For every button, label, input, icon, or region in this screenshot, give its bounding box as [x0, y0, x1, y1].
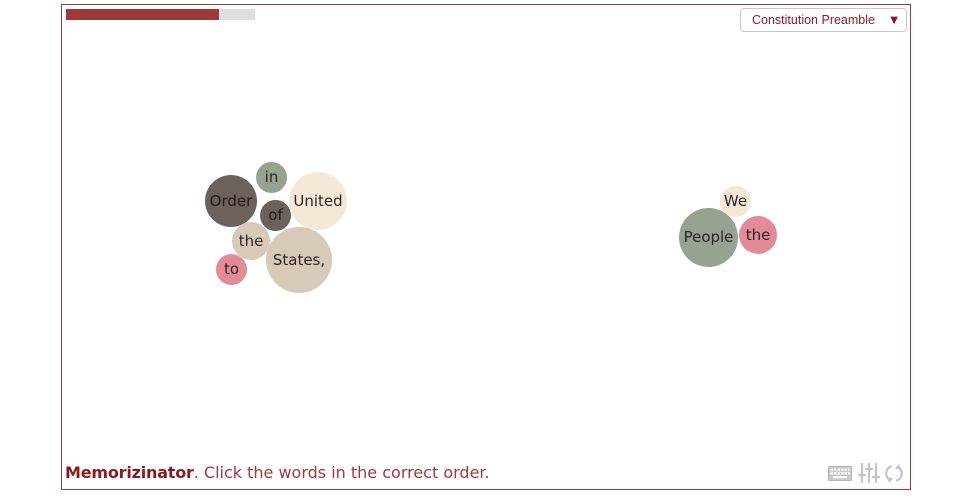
word-bubble-label: in	[264, 168, 279, 186]
word-bubble[interactable]: to	[216, 254, 247, 285]
app-brand: Memorizinator	[65, 463, 194, 482]
word-bubble[interactable]: Order	[205, 175, 257, 227]
word-bubble[interactable]: of	[260, 200, 291, 231]
keyboard-icon[interactable]	[828, 466, 852, 481]
word-bubble-label: People	[683, 228, 734, 246]
instruction-message: . Click the words in the correct order.	[193, 463, 490, 482]
text-select-value: Constitution Preamble	[752, 13, 875, 27]
word-bubble[interactable]: the	[232, 222, 270, 260]
instruction-text: Memorizinator. Click the words in the co…	[65, 463, 490, 482]
word-bubble-label: Order	[209, 191, 253, 210]
word-bubble-label: States,	[272, 250, 326, 269]
word-bubble[interactable]: People	[679, 208, 738, 267]
memorizer-canvas	[61, 4, 911, 490]
word-bubble-label: the	[745, 225, 771, 244]
word-bubble-label: of	[268, 206, 283, 224]
word-bubble[interactable]: States,	[266, 227, 332, 293]
word-bubble-label: United	[293, 191, 343, 210]
word-bubble-label: to	[223, 260, 240, 278]
word-bubble[interactable]: United	[289, 172, 347, 230]
progress-bar	[66, 9, 255, 20]
word-bubble-label: the	[238, 231, 264, 250]
word-bubble-label: We	[723, 192, 748, 210]
progress-bar-fill	[66, 9, 220, 20]
settings-sliders-icon[interactable]	[857, 462, 881, 484]
word-bubble[interactable]: the	[739, 216, 777, 254]
reset-icon[interactable]	[884, 463, 904, 484]
text-select-dropdown[interactable]: Constitution Preamble ▼	[740, 8, 907, 32]
word-bubble[interactable]: We	[720, 186, 751, 217]
chevron-down-icon: ▼	[890, 14, 898, 26]
word-bubble[interactable]: in	[256, 162, 287, 193]
